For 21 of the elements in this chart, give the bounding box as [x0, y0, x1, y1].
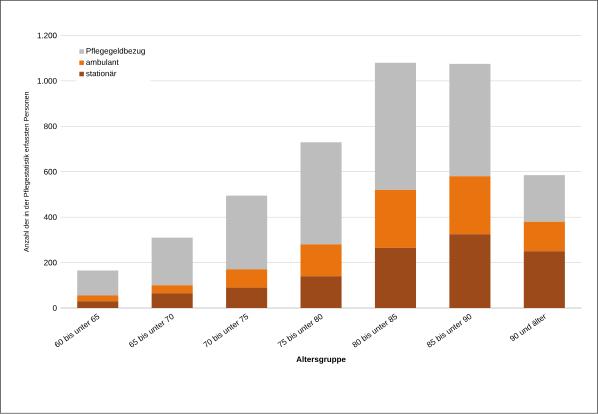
bar — [449, 176, 490, 234]
bar — [374, 62, 416, 190]
bar — [449, 64, 490, 176]
bar — [77, 301, 118, 308]
bar — [77, 270, 118, 296]
bar — [226, 196, 268, 270]
bar — [300, 276, 342, 308]
bar — [300, 244, 342, 276]
bar — [226, 270, 268, 288]
bar — [300, 142, 342, 245]
bar — [152, 238, 193, 286]
bar — [524, 251, 565, 308]
bar — [374, 248, 416, 308]
bar — [152, 293, 193, 308]
bar — [449, 234, 490, 308]
bar — [77, 296, 118, 302]
bar — [524, 222, 565, 252]
bar — [524, 175, 565, 222]
bar — [152, 285, 193, 294]
bar — [226, 288, 268, 308]
bar — [374, 190, 416, 248]
